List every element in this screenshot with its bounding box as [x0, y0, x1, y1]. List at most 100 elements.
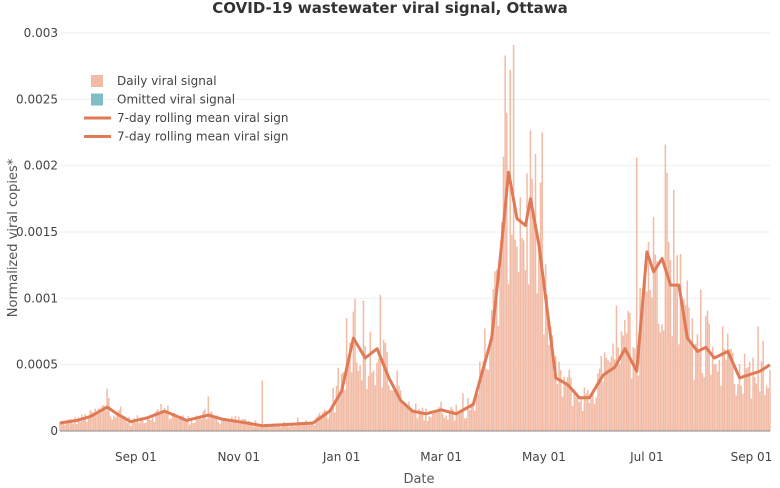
daily-bar: [334, 412, 336, 431]
daily-bar: [214, 416, 216, 431]
daily-bar: [762, 340, 764, 431]
daily-bar: [150, 419, 152, 431]
daily-bar: [691, 318, 694, 431]
daily-bar: [511, 235, 513, 431]
legend[interactable]: Daily viral signal Omitted viral signal 7-…: [84, 74, 288, 144]
daily-bar: [415, 403, 417, 431]
daily-bar: [315, 417, 318, 431]
daily-bar: [664, 144, 667, 431]
daily-bar: [168, 419, 171, 431]
daily-bar: [504, 55, 506, 432]
daily-bar: [162, 411, 164, 431]
daily-bar: [585, 393, 587, 431]
x-tick-label: Sep 01: [731, 450, 773, 464]
daily-bar: [622, 335, 624, 431]
daily-bar: [625, 333, 628, 431]
legend-item[interactable]: 7-day rolling mean viral sign: [84, 130, 288, 144]
daily-bar: [723, 348, 726, 431]
legend-item[interactable]: Daily viral signal: [91, 74, 217, 88]
daily-bar: [608, 362, 611, 431]
daily-bar: [276, 426, 279, 431]
daily-bar: [403, 402, 405, 431]
daily-bar: [634, 348, 636, 431]
daily-bar: [310, 421, 312, 431]
x-axis-title: Date: [403, 472, 434, 487]
daily-bar: [474, 410, 476, 431]
daily-bar: [158, 411, 161, 431]
daily-bar: [172, 415, 174, 431]
daily-bar: [455, 404, 457, 431]
daily-bar: [627, 310, 630, 431]
daily-bar: [246, 423, 248, 431]
daily-bar: [477, 394, 479, 431]
daily-bar: [187, 416, 189, 431]
legend-item[interactable]: Omitted viral signal: [91, 93, 235, 107]
daily-bar: [482, 360, 484, 431]
daily-bar: [106, 388, 108, 431]
daily-bar: [140, 417, 142, 431]
daily-bar: [200, 419, 203, 431]
daily-bar: [87, 418, 90, 431]
daily-bar: [318, 412, 321, 431]
daily-bar: [210, 411, 213, 431]
daily-bar: [568, 369, 570, 431]
daily-bar: [683, 299, 685, 431]
daily-bar: [624, 319, 626, 431]
daily-bar: [480, 369, 483, 431]
daily-bar: [637, 375, 640, 431]
x-tick-label: May 01: [522, 450, 566, 464]
daily-bar: [398, 385, 400, 431]
daily-bar: [312, 424, 314, 431]
daily-bar: [344, 389, 346, 431]
daily-bar: [629, 312, 631, 431]
daily-bar: [615, 305, 618, 431]
daily-bar: [750, 398, 753, 431]
daily-bar: [694, 343, 697, 431]
daily-bar: [342, 371, 344, 431]
daily-bar: [138, 422, 140, 431]
daily-bar: [558, 361, 560, 431]
daily-bar: [561, 396, 564, 431]
daily-bar: [728, 349, 731, 431]
daily-bar: [305, 420, 307, 431]
x-tick-label: Jan 01: [322, 450, 361, 464]
daily-bar: [278, 424, 280, 431]
daily-bar: [79, 421, 81, 431]
legend-swatch: [91, 75, 103, 87]
daily-bar: [394, 391, 397, 431]
daily-bar: [494, 271, 496, 431]
daily-bar: [121, 417, 124, 431]
daily-bar: [475, 394, 478, 431]
daily-bar: [167, 405, 169, 431]
daily-bar: [458, 414, 461, 431]
daily-bar: [261, 380, 264, 431]
daily-bar: [499, 271, 501, 431]
daily-bar: [693, 379, 695, 431]
y-tick-label: 0.0025: [16, 92, 58, 106]
daily-bar: [253, 426, 255, 431]
daily-bar: [308, 423, 311, 431]
daily-bar: [718, 360, 721, 431]
y-tick-label: 0.001: [24, 291, 58, 305]
daily-bar: [155, 411, 157, 431]
daily-bar: [242, 419, 245, 431]
legend-item[interactable]: 7-day rolling mean viral sign: [84, 111, 288, 125]
daily-bar: [543, 334, 545, 431]
rolling-mean-series-line: [59, 170, 771, 428]
daily-bar: [595, 397, 597, 431]
daily-bar: [371, 372, 373, 431]
daily-bar: [322, 411, 324, 431]
daily-bar: [219, 423, 221, 431]
x-tick-label: Sep 01: [115, 450, 157, 464]
daily-bar: [393, 388, 395, 431]
daily-bar: [339, 396, 341, 431]
daily-bar: [430, 417, 432, 431]
daily-bar: [244, 419, 247, 431]
daily-bar: [183, 421, 186, 431]
daily-bar: [730, 349, 732, 431]
daily-bar: [323, 409, 326, 431]
daily-bar: [258, 423, 260, 431]
daily-bar: [575, 396, 577, 431]
daily-bar: [65, 420, 68, 431]
daily-bar: [661, 324, 663, 431]
